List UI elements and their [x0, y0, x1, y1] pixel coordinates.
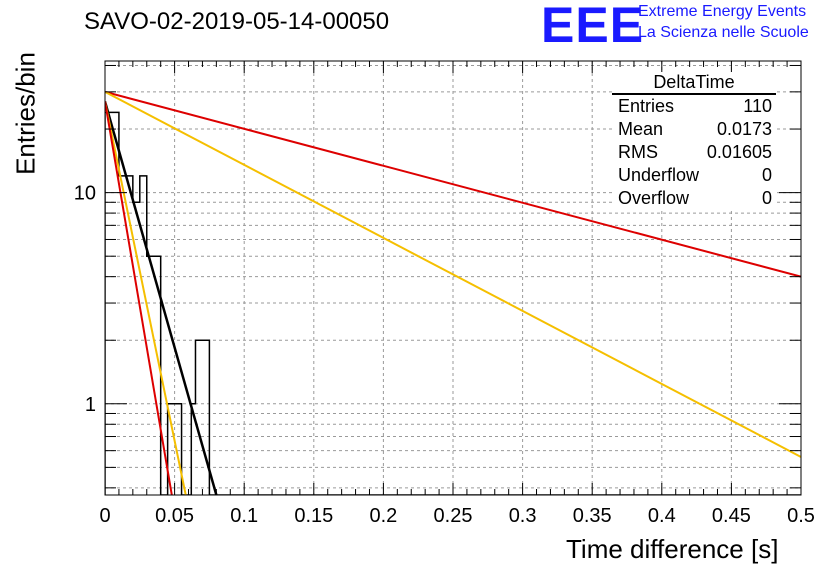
x-tick-label: 0 — [99, 505, 110, 527]
fit-line-2 — [105, 90, 801, 458]
stats-value: 0 — [761, 165, 772, 185]
logo-text-line1: Extreme Energy Events — [638, 3, 807, 20]
stats-value: 110 — [743, 96, 772, 116]
stats-box: DeltaTime Entries 110 Mean 0.0173 RMS 0.… — [612, 72, 776, 210]
stats-title: DeltaTime — [612, 72, 776, 95]
histogram-outline — [105, 111, 801, 495]
y-tick-label: 10 — [74, 183, 96, 205]
x-tick-label: 0.3 — [509, 505, 537, 527]
x-tick-label: 0.1 — [230, 505, 258, 527]
stats-label: Entries — [618, 96, 675, 116]
stats-value: 0.01605 — [706, 142, 772, 162]
x-tick-label: 0.45 — [712, 505, 751, 527]
stats-value: 0 — [761, 188, 772, 208]
stats-row-overflow: Overflow 0 — [612, 187, 776, 210]
x-tick-label: 0.15 — [294, 505, 333, 527]
logo-text-line2: La Scienza nelle Scuole — [638, 24, 809, 41]
x-tick-label: 0.4 — [648, 505, 676, 527]
fit-line-4 — [105, 101, 187, 495]
stats-label: Overflow — [618, 188, 690, 208]
fit-line-3 — [105, 101, 218, 495]
x-tick-label: 0.2 — [369, 505, 397, 527]
y-axis-label: Entries/bin — [10, 52, 41, 175]
stats-row-mean: Mean 0.0173 — [612, 118, 776, 141]
x-tick-label: 0.5 — [787, 505, 815, 527]
stats-row-underflow: Underflow 0 — [612, 164, 776, 187]
y-tick-label: 1 — [85, 394, 96, 416]
stats-label: Underflow — [618, 165, 700, 185]
x-tick-label: 0.05 — [155, 505, 194, 527]
stats-label: RMS — [618, 142, 658, 162]
x-axis-label: Time difference [s] — [566, 534, 779, 564]
stats-label: Mean — [618, 119, 664, 139]
x-tick-label: 0.35 — [573, 505, 612, 527]
x-tick-label: 0.25 — [434, 505, 473, 527]
eee-logo: EEE — [541, 0, 645, 53]
fit-line-5 — [105, 101, 173, 495]
fit-line-1 — [105, 90, 801, 278]
stats-row-rms: RMS 0.01605 — [612, 141, 776, 164]
stats-value: 0.0173 — [716, 119, 772, 139]
stats-row-entries: Entries 110 — [612, 95, 776, 118]
chart-title: SAVO-02-2019-05-14-00050 — [84, 8, 390, 35]
